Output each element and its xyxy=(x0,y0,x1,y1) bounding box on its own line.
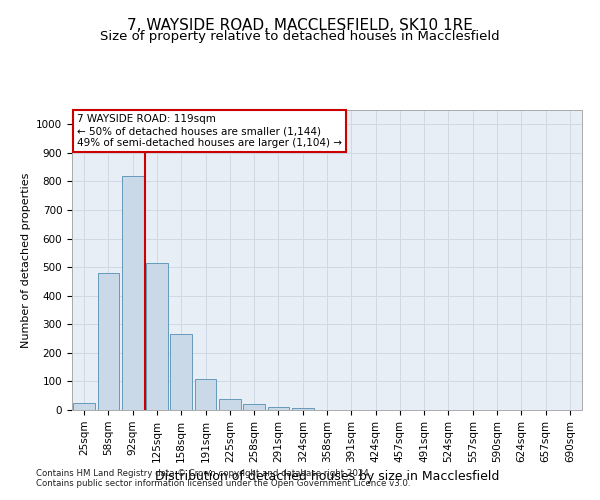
Text: Contains public sector information licensed under the Open Government Licence v3: Contains public sector information licen… xyxy=(36,478,410,488)
X-axis label: Distribution of detached houses by size in Macclesfield: Distribution of detached houses by size … xyxy=(155,470,499,483)
Text: 7, WAYSIDE ROAD, MACCLESFIELD, SK10 1RE: 7, WAYSIDE ROAD, MACCLESFIELD, SK10 1RE xyxy=(127,18,473,32)
Bar xyxy=(73,403,95,410)
Bar xyxy=(170,334,192,410)
Text: 7 WAYSIDE ROAD: 119sqm
← 50% of detached houses are smaller (1,144)
49% of semi-: 7 WAYSIDE ROAD: 119sqm ← 50% of detached… xyxy=(77,114,342,148)
Bar xyxy=(146,263,168,410)
Bar xyxy=(122,176,143,410)
Bar xyxy=(97,273,119,410)
Bar xyxy=(243,404,265,410)
Text: Contains HM Land Registry data © Crown copyright and database right 2024.: Contains HM Land Registry data © Crown c… xyxy=(36,468,371,477)
Bar xyxy=(268,406,289,410)
Bar xyxy=(219,399,241,410)
Y-axis label: Number of detached properties: Number of detached properties xyxy=(20,172,31,348)
Text: Size of property relative to detached houses in Macclesfield: Size of property relative to detached ho… xyxy=(100,30,500,43)
Bar xyxy=(194,378,217,410)
Bar xyxy=(292,408,314,410)
